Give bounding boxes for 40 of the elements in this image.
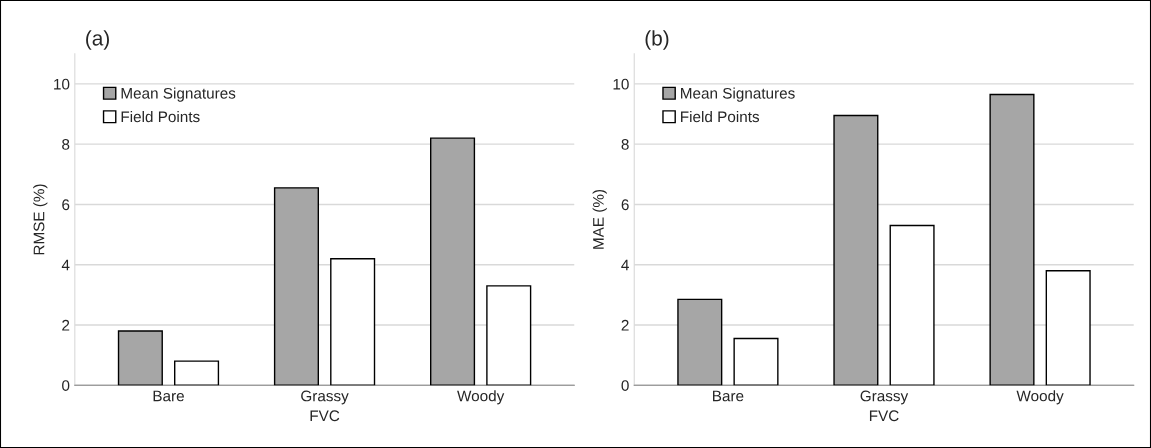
y-tick-label: 2 bbox=[62, 319, 70, 331]
x-tick-label: Woody bbox=[1016, 390, 1064, 405]
bar bbox=[330, 258, 376, 386]
y-tick-label: 4 bbox=[621, 259, 629, 271]
y-tick-label: 6 bbox=[621, 199, 629, 211]
y-tick-label: 0 bbox=[621, 380, 629, 391]
y-tick-label: 10 bbox=[54, 78, 70, 90]
legend-label: Mean Signatures bbox=[121, 87, 236, 102]
y-tick-label: 8 bbox=[62, 139, 70, 150]
x-tick-label: Grassy bbox=[860, 390, 909, 405]
chart-title: (a) bbox=[86, 30, 109, 50]
bar bbox=[1045, 270, 1091, 386]
bar bbox=[117, 330, 163, 386]
x-tick-label: Bare bbox=[713, 390, 744, 402]
bar bbox=[430, 137, 476, 386]
bar bbox=[486, 285, 532, 386]
x-tick-label: Woody bbox=[457, 390, 505, 405]
legend-label: Mean Signatures bbox=[681, 87, 795, 102]
y-tick-label: 2 bbox=[621, 319, 629, 331]
x-axis-title: FVC bbox=[869, 410, 899, 422]
x-tick-label: Grassy bbox=[301, 390, 349, 405]
bar bbox=[889, 224, 935, 386]
y-tick-label: 10 bbox=[613, 78, 629, 90]
y-axis-title: RMSE (%) bbox=[33, 184, 48, 255]
y-tick-label: 8 bbox=[621, 139, 629, 150]
y-tick-label: 4 bbox=[61, 259, 70, 271]
legend-label: Field Points bbox=[681, 110, 760, 123]
bar bbox=[677, 298, 723, 386]
y-axis-title: MAE (%) bbox=[592, 189, 607, 249]
chart-title: (b) bbox=[645, 30, 669, 50]
bar bbox=[833, 114, 879, 386]
bar bbox=[989, 93, 1035, 386]
bar bbox=[273, 187, 320, 386]
bar bbox=[174, 360, 220, 386]
y-tick-label: 0 bbox=[62, 380, 70, 391]
legend-label: Field Points bbox=[121, 110, 200, 123]
x-tick-label: Bare bbox=[153, 390, 184, 402]
bar bbox=[733, 337, 779, 386]
y-tick-label: 6 bbox=[62, 199, 70, 211]
x-axis-title: FVC bbox=[310, 410, 340, 422]
